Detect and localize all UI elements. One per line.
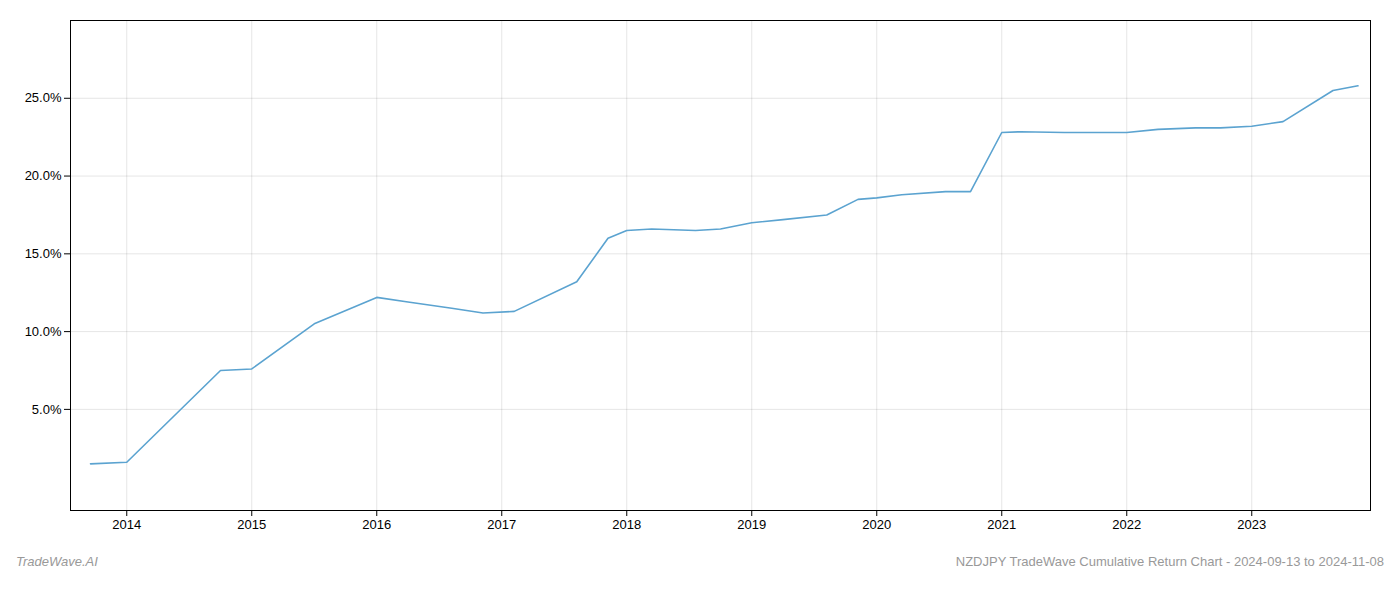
svg-text:15.0%: 15.0% (25, 246, 62, 261)
svg-text:5.0%: 5.0% (32, 402, 62, 417)
svg-text:2021: 2021 (987, 517, 1016, 532)
svg-text:2019: 2019 (737, 517, 766, 532)
svg-text:10.0%: 10.0% (25, 324, 62, 339)
svg-text:2023: 2023 (1237, 517, 1266, 532)
svg-text:2017: 2017 (487, 517, 516, 532)
svg-text:25.0%: 25.0% (25, 90, 62, 105)
svg-text:2015: 2015 (237, 517, 266, 532)
svg-text:2016: 2016 (362, 517, 391, 532)
svg-text:2022: 2022 (1112, 517, 1141, 532)
html-text:NZDJPY TradeWave Cumulative Re: NZDJPY TradeWave Cumulative Return Chart… (955, 554, 1384, 569)
html-text:TradeWave.AI: TradeWave.AI (16, 554, 98, 569)
svg-text:20.0%: 20.0% (25, 168, 62, 183)
svg-text:2014: 2014 (112, 517, 141, 532)
svg-text:2020: 2020 (862, 517, 891, 532)
svg-text:2018: 2018 (612, 517, 641, 532)
